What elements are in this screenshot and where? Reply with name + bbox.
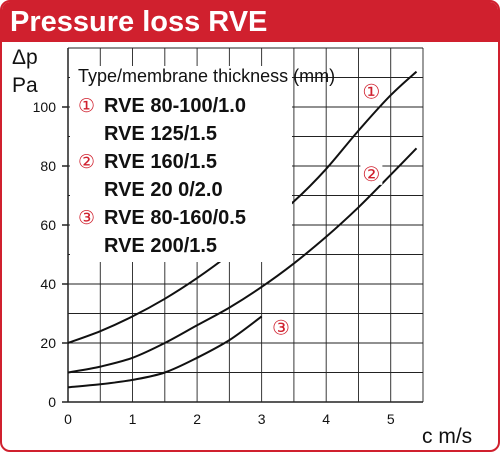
x-tick-label: 1 [129,411,137,427]
y-axis-unit: Pa [12,74,38,97]
series-3-line [67,315,263,389]
y-axis-symbol: Δp [12,46,38,69]
y-tick-label: 60 [40,217,56,233]
legend-marker: ③ [78,207,95,229]
series-3-marker-bg [270,316,292,339]
y-tick-label: 20 [40,335,56,351]
series-3-marker: ③ [272,315,290,339]
legend-entry-line2: RVE 125/1.5 [104,123,217,145]
legend-entry-line1: RVE 160/1.5 [104,151,217,173]
legend-entry-line2: RVE 20 0/2.0 [104,179,223,201]
x-tick-label: 3 [258,411,266,427]
legend-heading: Type/membrane thickness (mm) [78,66,335,86]
legend-entry-line1: RVE 80-160/0.5 [104,207,246,229]
title-bar: Pressure loss RVE [2,2,498,42]
x-tick-label: 4 [322,411,330,427]
page-title: Pressure loss RVE [10,6,268,38]
series-2-line [67,147,418,374]
legend-background [70,66,292,262]
legend-marker: ② [78,151,95,173]
series-1-marker-bg [360,80,383,103]
legend-marker: ① [78,95,95,117]
y-tick-label: 0 [48,394,56,410]
y-tick-label: 40 [40,276,56,292]
x-axis-label: c m/s [422,425,472,448]
y-tick-label: 80 [40,158,56,174]
legend-entry-line1: RVE 80-100/1.0 [104,95,246,117]
series-2-marker-bg [360,162,383,185]
axes: Δp Pa c m/s 0 20 40 60 80 100 0 1 2 3 4 5 [12,46,472,448]
series-1-marker: ① [362,79,380,103]
x-tick-label: 2 [193,411,201,427]
series-2-marker: ② [362,162,380,186]
y-tick-label: 100 [33,99,57,115]
x-tick-label: 0 [64,411,72,427]
x-tick-label: 5 [387,411,395,427]
legend-entry-line2: RVE 200/1.5 [104,235,217,257]
legend: Type/membrane thickness (mm) ① RVE 80-100… [78,66,335,257]
